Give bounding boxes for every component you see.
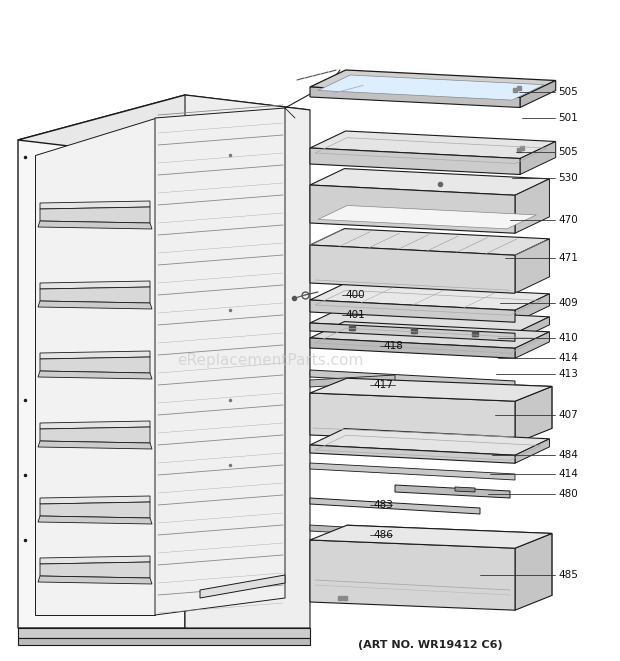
Polygon shape <box>395 485 510 498</box>
Polygon shape <box>310 148 520 175</box>
Polygon shape <box>310 131 556 159</box>
Polygon shape <box>515 533 552 610</box>
Polygon shape <box>40 351 150 359</box>
Text: 417: 417 <box>373 380 393 390</box>
Polygon shape <box>40 562 150 578</box>
Polygon shape <box>38 221 152 229</box>
Polygon shape <box>310 169 549 195</box>
Polygon shape <box>310 70 556 98</box>
Polygon shape <box>515 332 549 358</box>
Text: 485: 485 <box>558 570 578 580</box>
Polygon shape <box>310 338 515 358</box>
Text: 401: 401 <box>345 310 365 320</box>
Polygon shape <box>310 284 549 310</box>
Polygon shape <box>347 525 552 596</box>
Text: 400: 400 <box>345 290 365 300</box>
Polygon shape <box>310 498 480 514</box>
Text: 505: 505 <box>558 87 578 97</box>
Polygon shape <box>40 502 150 518</box>
Polygon shape <box>310 87 520 108</box>
Text: 530: 530 <box>558 173 578 183</box>
Polygon shape <box>347 378 552 428</box>
Text: eReplacementParts.com: eReplacementParts.com <box>177 352 363 368</box>
Text: 471: 471 <box>558 253 578 263</box>
Polygon shape <box>318 206 536 229</box>
Polygon shape <box>515 239 549 293</box>
Polygon shape <box>40 281 150 289</box>
Polygon shape <box>515 179 549 233</box>
Polygon shape <box>18 95 310 155</box>
Polygon shape <box>35 118 155 615</box>
Text: (ART NO. WR19412 C6): (ART NO. WR19412 C6) <box>358 640 502 650</box>
Polygon shape <box>310 378 552 401</box>
Polygon shape <box>515 439 549 463</box>
Polygon shape <box>18 95 185 628</box>
Polygon shape <box>515 387 552 443</box>
Polygon shape <box>310 307 549 333</box>
Polygon shape <box>310 229 549 255</box>
Polygon shape <box>38 516 152 524</box>
Text: 418: 418 <box>383 341 403 351</box>
Polygon shape <box>310 185 515 233</box>
Polygon shape <box>310 375 395 387</box>
Polygon shape <box>40 357 150 373</box>
Text: 501: 501 <box>558 113 578 123</box>
Polygon shape <box>310 525 430 538</box>
Polygon shape <box>18 628 310 638</box>
Polygon shape <box>38 301 152 309</box>
Text: 413: 413 <box>558 369 578 379</box>
Polygon shape <box>520 141 556 175</box>
Text: 505: 505 <box>558 147 578 157</box>
Text: 483: 483 <box>373 500 393 510</box>
Polygon shape <box>155 108 285 615</box>
Polygon shape <box>310 393 515 443</box>
Polygon shape <box>515 317 549 341</box>
Polygon shape <box>40 496 150 504</box>
Text: 407: 407 <box>558 410 578 420</box>
Text: 409: 409 <box>558 298 578 308</box>
Polygon shape <box>310 322 549 348</box>
Polygon shape <box>40 427 150 443</box>
Polygon shape <box>200 575 285 598</box>
Polygon shape <box>318 75 544 100</box>
Polygon shape <box>40 207 150 223</box>
Polygon shape <box>310 445 515 463</box>
Polygon shape <box>310 245 515 293</box>
Polygon shape <box>310 525 552 548</box>
Polygon shape <box>310 370 515 388</box>
Text: 480: 480 <box>558 489 578 499</box>
Polygon shape <box>38 576 152 584</box>
Polygon shape <box>310 300 515 323</box>
Polygon shape <box>40 421 150 429</box>
Text: 410: 410 <box>558 333 578 343</box>
Polygon shape <box>18 638 310 645</box>
Polygon shape <box>40 201 150 209</box>
Polygon shape <box>38 371 152 379</box>
Polygon shape <box>455 487 475 492</box>
Polygon shape <box>520 81 556 108</box>
Polygon shape <box>310 463 515 480</box>
Polygon shape <box>40 287 150 303</box>
Text: 470: 470 <box>558 215 578 225</box>
Text: 484: 484 <box>558 450 578 460</box>
Polygon shape <box>40 556 150 564</box>
Polygon shape <box>310 428 549 455</box>
Polygon shape <box>310 540 515 610</box>
Polygon shape <box>38 441 152 449</box>
Text: 414: 414 <box>558 469 578 479</box>
Polygon shape <box>310 323 515 341</box>
Text: 414: 414 <box>558 353 578 363</box>
Polygon shape <box>515 294 549 323</box>
Polygon shape <box>185 95 310 628</box>
Text: 486: 486 <box>373 530 393 540</box>
